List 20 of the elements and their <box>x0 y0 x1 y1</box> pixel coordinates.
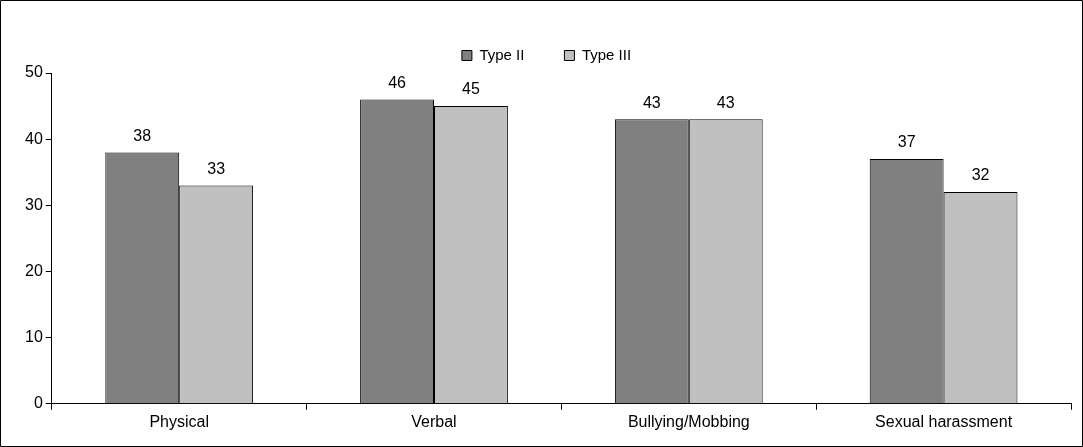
legend-label: Type II <box>479 45 525 63</box>
data-label: 43 <box>716 93 735 111</box>
y-tick-label: 50 <box>25 63 43 81</box>
data-label: 32 <box>971 166 990 184</box>
legend-label: Type III <box>581 45 632 63</box>
data-label: 45 <box>462 80 480 98</box>
y-tick-label: 20 <box>25 261 43 279</box>
x-tick-label: Sexual harassment <box>875 412 1013 430</box>
x-tick-label: Physical <box>149 412 209 430</box>
y-tick-label: 10 <box>25 328 43 346</box>
data-label: 33 <box>207 159 226 177</box>
y-tick-label: 0 <box>33 394 43 412</box>
y-tick-label: 30 <box>25 195 43 213</box>
data-label: 38 <box>133 126 152 144</box>
y-tick-label: 40 <box>25 129 43 147</box>
x-tick-label: Bullying/Mobbing <box>627 412 750 430</box>
data-label: 43 <box>642 93 661 111</box>
data-label: 46 <box>388 73 407 91</box>
data-label: 37 <box>897 133 916 151</box>
x-tick-label: Verbal <box>411 412 457 430</box>
